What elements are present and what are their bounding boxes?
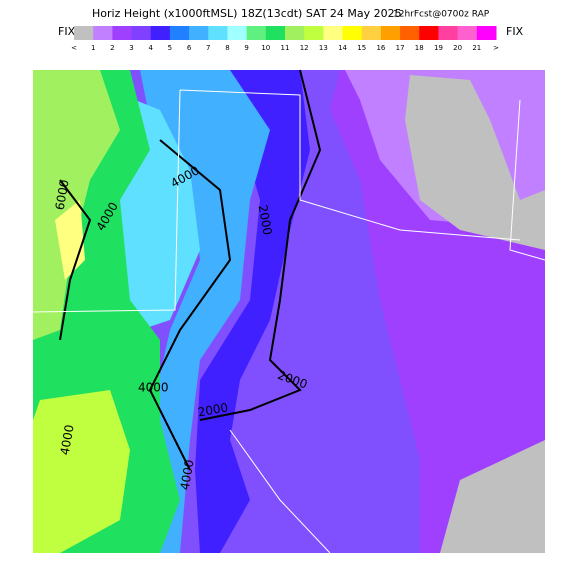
contour-label: 4000 <box>58 424 77 457</box>
colorbar-swatch <box>380 26 401 40</box>
colorbar-label: > <box>493 44 499 52</box>
colorbar-swatch <box>304 26 324 40</box>
colorbar-label: 8 <box>225 44 229 52</box>
colorbar-label: 15 <box>357 44 366 52</box>
colorbar-swatch <box>323 26 344 40</box>
colorbar-label: 14 <box>338 44 347 52</box>
colorbar-swatch <box>476 26 497 40</box>
colorbar-swatch <box>400 26 420 40</box>
colorbar-swatch <box>419 26 439 40</box>
colorbar-right-label: FIX <box>506 25 524 38</box>
colorbar-swatch <box>112 26 133 40</box>
colorbar-label: 4 <box>148 44 153 52</box>
colorbar-label: 20 <box>453 44 462 52</box>
colorbar-swatch <box>169 26 190 40</box>
colorbar-left-label: FIX <box>58 25 76 38</box>
colorbar-label: 17 <box>396 44 405 52</box>
colorbar-swatch <box>438 26 459 40</box>
colorbar-swatch <box>150 26 171 40</box>
colorbar: <1 2 3 4 5 6 7 8 9 10 11 12 13 14 15 16 17 18 19 20 21 > <box>71 26 499 52</box>
contour-label: 4000 <box>178 459 197 492</box>
colorbar-label: 9 <box>244 44 248 52</box>
colorbar-label: 11 <box>281 44 290 52</box>
colorbar-label: 10 <box>261 44 270 52</box>
colorbar-swatch <box>208 26 228 40</box>
colorbar-label: 7 <box>206 44 210 52</box>
contour-label: 2000 <box>197 400 230 419</box>
colorbar-label: 18 <box>415 44 424 52</box>
colorbar-label: 6 <box>187 44 192 52</box>
colorbar-swatch <box>74 26 94 40</box>
colorbar-label: 5 <box>168 44 172 52</box>
subtitle: 12hrFcst@0700z RAP <box>393 10 490 20</box>
colorbar-label: 16 <box>376 44 385 52</box>
colorbar-label: 13 <box>319 44 328 52</box>
colorbar-swatch <box>189 26 209 40</box>
colorbar-swatch <box>285 26 305 40</box>
contour-label: 6000 <box>53 179 72 212</box>
colorbar-label: < <box>71 44 77 52</box>
colorbar-label: 2 <box>110 44 114 52</box>
colorbar-swatch <box>227 26 248 40</box>
map: 6000 4000 4000 2000 2000 4000 2000 4000 … <box>32 69 546 554</box>
colorbar-swatch <box>265 26 286 40</box>
colorbar-swatch <box>93 26 113 40</box>
colorbar-swatch <box>342 26 363 40</box>
contour-label: 4000 <box>138 381 169 395</box>
title: Horiz Height (x1000ftMSL) 18Z(13cdt) SAT… <box>92 7 402 20</box>
contour-label: 2000 <box>256 204 275 237</box>
colorbar-swatch <box>457 26 478 40</box>
colorbar-label: 1 <box>91 44 95 52</box>
colorbar-label: 3 <box>129 44 133 52</box>
colorbar-label: 12 <box>300 44 309 52</box>
colorbar-swatch <box>131 26 152 40</box>
colorbar-swatch <box>361 26 382 40</box>
colorbar-label: 19 <box>434 44 443 52</box>
colorbar-label: 21 <box>472 44 481 52</box>
colorbar-swatch <box>246 26 267 40</box>
